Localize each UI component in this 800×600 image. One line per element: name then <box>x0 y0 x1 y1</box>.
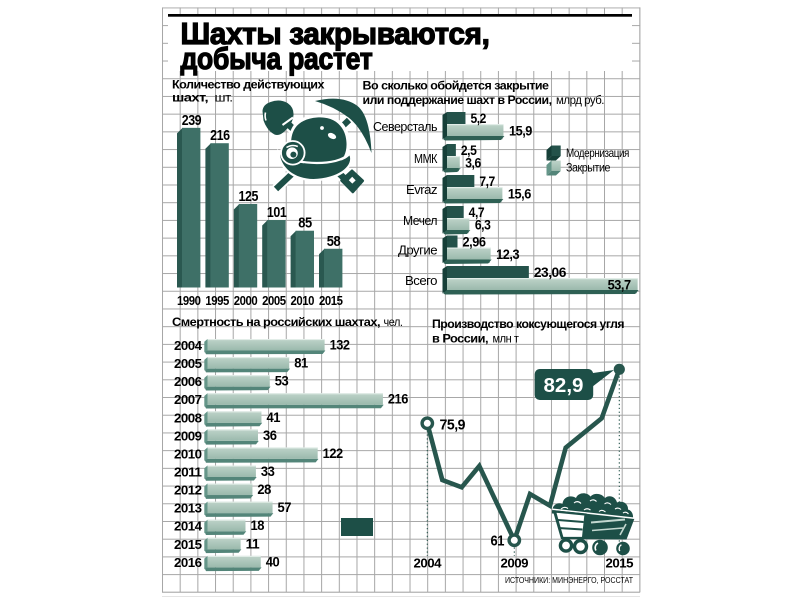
svg-text:12,3: 12,3 <box>496 247 520 262</box>
svg-text:132: 132 <box>330 338 351 353</box>
svg-text:57: 57 <box>278 500 292 515</box>
svg-text:5,2: 5,2 <box>470 111 486 126</box>
svg-text:2016: 2016 <box>174 555 202 570</box>
svg-text:Шахты закрываются,: Шахты закрываются, <box>181 17 490 51</box>
svg-text:122: 122 <box>323 446 344 461</box>
svg-text:15,9: 15,9 <box>509 123 533 138</box>
svg-text:шт.: шт. <box>215 91 233 105</box>
svg-text:Количество действующих: Количество действующих <box>172 78 325 92</box>
svg-text:2009: 2009 <box>174 428 202 443</box>
svg-text:7,7: 7,7 <box>479 174 495 189</box>
svg-text:33: 33 <box>261 464 275 479</box>
svg-text:18: 18 <box>250 518 264 533</box>
svg-text:101: 101 <box>267 204 287 221</box>
svg-text:2005: 2005 <box>174 356 202 371</box>
svg-text:Во сколько обойдется закрытие: Во сколько обойдется закрытие <box>363 79 550 93</box>
svg-text:53: 53 <box>275 374 289 389</box>
svg-text:шахт,: шахт, <box>172 91 208 105</box>
svg-text:36: 36 <box>263 428 277 443</box>
svg-text:6,3: 6,3 <box>475 217 491 232</box>
svg-text:2010: 2010 <box>291 293 315 308</box>
svg-text:млн т: млн т <box>493 332 520 346</box>
svg-text:2011: 2011 <box>174 464 202 479</box>
svg-text:2015: 2015 <box>319 293 343 308</box>
svg-text:Смертность на российских шахта: Смертность на российских шахтах, <box>172 315 380 329</box>
svg-text:2010: 2010 <box>174 446 202 461</box>
svg-text:2005: 2005 <box>262 293 286 308</box>
svg-text:2008: 2008 <box>174 410 202 425</box>
svg-text:2004: 2004 <box>174 338 203 353</box>
svg-text:Закрытие: Закрытие <box>566 160 611 174</box>
svg-text:Модернизация: Модернизация <box>566 146 629 160</box>
svg-text:82,9: 82,9 <box>544 375 584 397</box>
svg-text:61: 61 <box>491 534 505 550</box>
svg-text:11: 11 <box>246 536 260 551</box>
svg-text:Другие: Другие <box>398 244 438 258</box>
svg-text:1995: 1995 <box>205 293 229 308</box>
svg-text:15,6: 15,6 <box>508 186 532 201</box>
svg-text:Evraz: Evraz <box>406 183 437 197</box>
svg-text:216: 216 <box>210 127 230 144</box>
svg-text:2014: 2014 <box>174 519 203 534</box>
svg-text:2,96: 2,96 <box>463 235 487 250</box>
svg-text:125: 125 <box>239 188 259 205</box>
svg-text:41: 41 <box>266 410 280 425</box>
svg-text:2004: 2004 <box>414 556 443 571</box>
svg-text:2012: 2012 <box>174 483 202 498</box>
svg-text:81: 81 <box>294 356 308 371</box>
svg-text:Мечел: Мечел <box>403 214 437 228</box>
svg-text:4,7: 4,7 <box>469 205 485 220</box>
svg-text:2013: 2013 <box>174 501 202 516</box>
svg-text:2015: 2015 <box>174 537 202 552</box>
svg-text:53,7: 53,7 <box>608 277 632 292</box>
svg-text:ММК: ММК <box>414 152 438 166</box>
svg-text:ИСТОЧНИКИ: МИНЭНЕРГО, РОССТАТ: ИСТОЧНИКИ: МИНЭНЕРГО, РОССТАТ <box>505 576 633 585</box>
svg-text:40: 40 <box>266 554 280 569</box>
svg-text:85: 85 <box>298 215 312 232</box>
svg-text:216: 216 <box>388 392 409 407</box>
svg-text:Всего: Всего <box>405 274 438 288</box>
svg-text:добыча растет: добыча растет <box>181 42 373 76</box>
svg-text:239: 239 <box>182 112 202 129</box>
svg-text:75,9: 75,9 <box>440 418 466 434</box>
svg-text:58: 58 <box>327 233 341 250</box>
svg-text:23,06: 23,06 <box>534 265 567 280</box>
svg-text:в России,: в России, <box>432 332 488 346</box>
svg-text:2009: 2009 <box>501 556 529 571</box>
svg-text:млрд руб.: млрд руб. <box>556 93 604 107</box>
svg-text:2000: 2000 <box>234 293 258 308</box>
svg-text:2007: 2007 <box>174 392 202 407</box>
svg-text:1990: 1990 <box>177 293 201 308</box>
svg-text:Северсталь: Северсталь <box>373 120 438 134</box>
svg-text:Производство коксующегося угля: Производство коксующегося угля <box>432 317 624 331</box>
svg-text:3,6: 3,6 <box>465 155 481 170</box>
svg-text:2,5: 2,5 <box>461 143 477 158</box>
svg-text:2015: 2015 <box>606 556 634 571</box>
svg-text:чел.: чел. <box>384 315 403 329</box>
svg-text:или поддержание шахт в России,: или поддержание шахт в России, <box>363 93 552 107</box>
svg-text:28: 28 <box>257 482 271 497</box>
svg-text:2006: 2006 <box>174 374 202 389</box>
